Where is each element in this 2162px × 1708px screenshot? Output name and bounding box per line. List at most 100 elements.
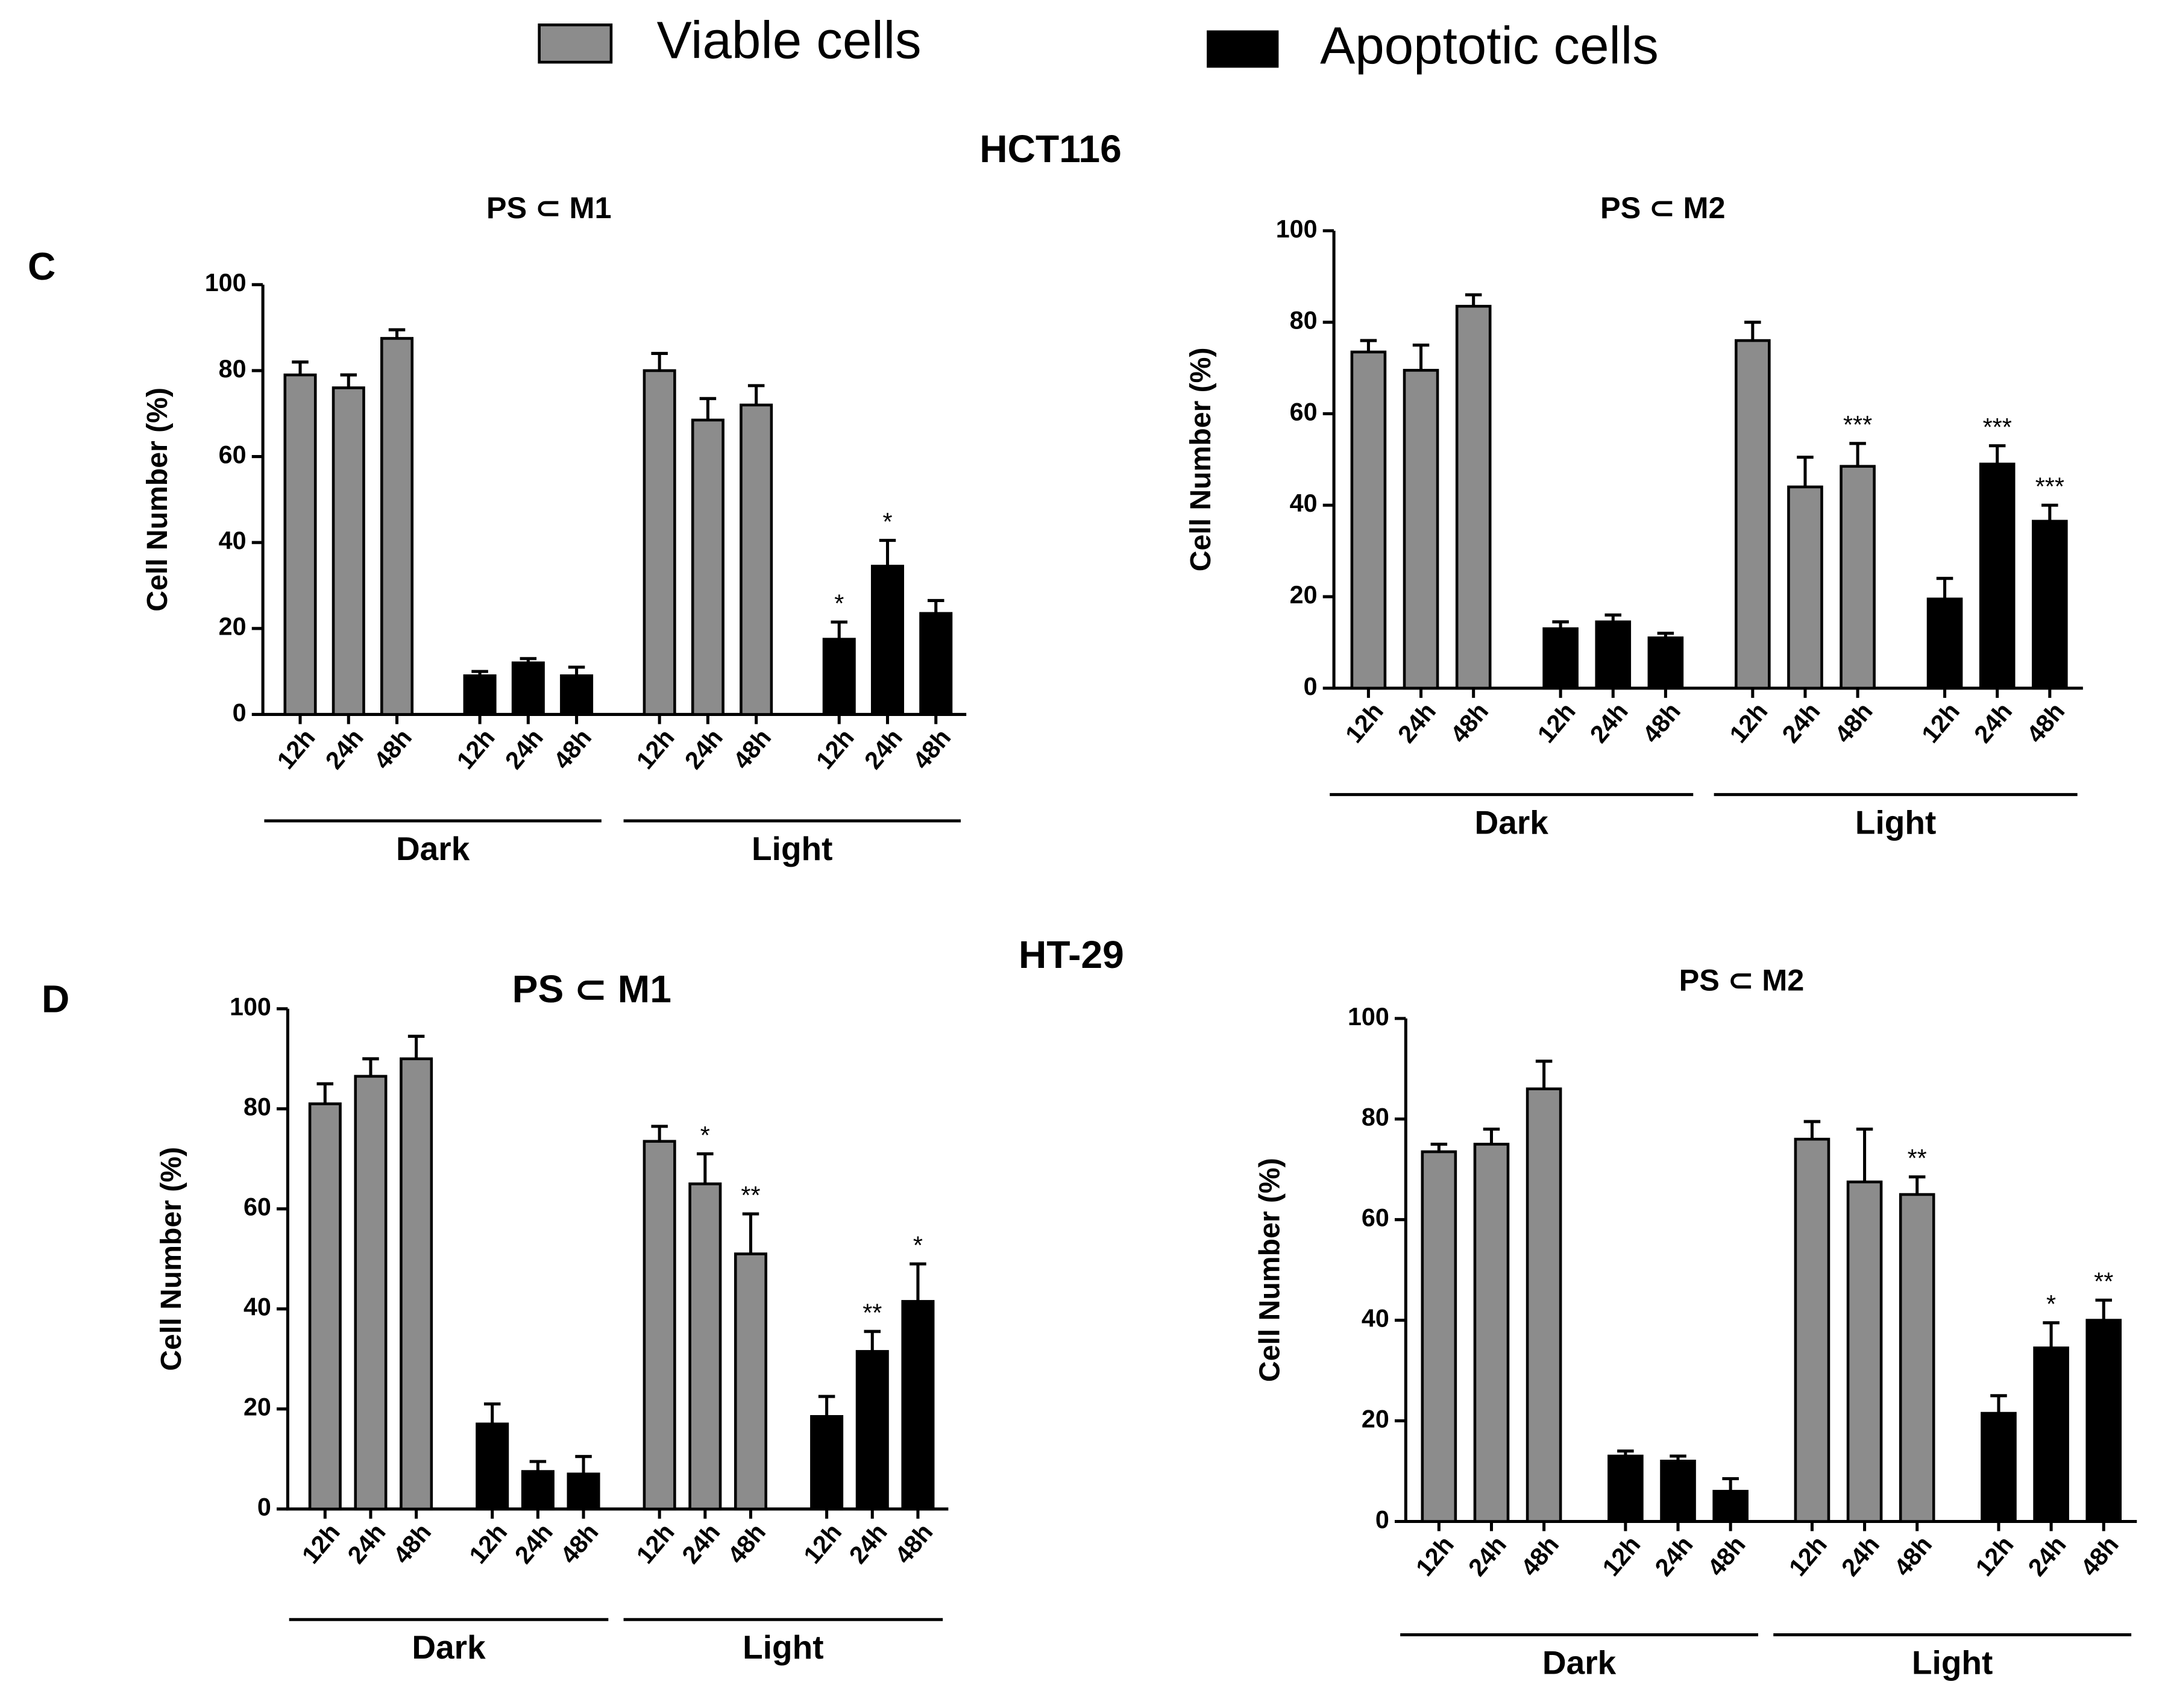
bar [1981,1411,2017,1523]
x-tick-label: 12h [272,724,321,774]
group-label: Dark [1475,803,1549,841]
group-label: Light [1912,1644,1993,1681]
x-tick-label: 12h [811,724,859,774]
x-tick-label: 12h [297,1518,345,1569]
group-label: Light [743,1628,823,1666]
y-tick-label: 100 [205,269,247,297]
significance: ** [741,1182,760,1210]
y-tick-label: 20 [219,613,247,641]
x-tick-label: 12h [464,1518,512,1569]
group-label: Dark [412,1628,486,1666]
x-tick-label: 24h [1836,1531,1885,1581]
significance: * [2046,1290,2056,1318]
x-tick-label: 24h [844,1518,893,1569]
x-tick-label: 12h [451,724,500,774]
x-tick-label: 12h [1783,1531,1832,1581]
y-tick-label: 40 [1362,1305,1389,1333]
x-tick-label: 24h [500,724,548,774]
x-tick-label: 12h [1916,697,1965,748]
y-axis-label: Cell Number (%) [141,388,174,612]
y-tick-label: 0 [1304,673,1318,700]
x-tick-label: 48h [2021,697,2070,748]
x-tick-label: 48h [727,724,776,774]
y-axis-label: Cell Number (%) [155,1147,187,1371]
bar [1647,636,1684,690]
x-tick-label: 24h [859,724,908,774]
significance: * [913,1232,923,1260]
bar [1350,350,1387,690]
y-tick-label: 40 [1290,489,1318,517]
chart-title: PS ⊂ M2 [1679,963,1805,997]
y-axis-label: Cell Number (%) [1184,347,1217,571]
bar [1926,597,1963,690]
bar [354,1075,388,1511]
x-tick-label: 48h [1829,697,1878,748]
bar [810,1414,844,1511]
significance: ** [863,1299,882,1327]
bar [1660,1460,1696,1523]
bar [688,1182,722,1511]
y-tick-label: 60 [1362,1204,1389,1232]
y-tick-label: 40 [244,1293,271,1321]
x-tick-label: 48h [368,724,417,774]
x-tick-label: 24h [1969,697,2017,748]
significance: ** [1908,1144,1927,1172]
x-tick-label: 48h [1888,1531,1937,1581]
bar [1787,485,1823,690]
bar [1595,620,1632,690]
group-label: Dark [1542,1644,1617,1681]
x-tick-label: 12h [1340,697,1389,748]
y-tick-label: 40 [219,527,247,554]
bar [1473,1143,1510,1523]
bar [1403,369,1439,690]
bar [400,1057,433,1511]
x-tick-label: 12h [798,1518,847,1569]
x-tick-label: 12h [1532,697,1581,748]
bar [691,418,724,716]
bar [1455,304,1492,690]
y-tick-label: 80 [244,1093,271,1121]
x-tick-label: 12h [631,1518,680,1569]
bar [283,373,317,716]
panel-label: C [28,245,55,288]
bar [1979,462,2016,690]
section-title: HT-29 [1019,933,1124,976]
significance: *** [1843,411,1872,439]
group-label: Dark [396,830,470,867]
y-tick-label: 0 [257,1493,271,1521]
x-tick-label: 24h [679,724,728,774]
x-tick-label: 12h [631,724,680,774]
x-tick-label: 24h [676,1518,725,1569]
y-tick-label: 100 [230,993,271,1021]
legend-swatch [538,23,613,64]
x-tick-label: 12h [1724,697,1773,748]
y-axis-label: Cell Number (%) [1254,1158,1286,1382]
bar [855,1350,889,1511]
significance: *** [1983,413,2012,441]
x-tick-label: 24h [1585,697,1633,748]
bar [2032,520,2068,690]
section-title: HCT116 [979,127,1121,171]
bar [919,612,953,716]
x-tick-label: 48h [2075,1531,2124,1581]
bar [332,386,365,716]
bar [2033,1346,2069,1523]
y-tick-label: 20 [244,1393,271,1421]
y-tick-label: 0 [233,699,247,726]
bar [643,1140,676,1511]
y-tick-label: 60 [1290,398,1318,425]
y-tick-label: 20 [1290,581,1318,609]
bar [308,1102,342,1511]
x-tick-label: 12h [1970,1531,2019,1581]
bar [643,369,676,716]
chart-title: PS ⊂ M1 [486,190,612,225]
y-tick-label: 20 [1362,1405,1389,1433]
bar [901,1300,935,1511]
y-tick-label: 0 [1375,1505,1389,1533]
x-tick-label: 24h [1392,697,1441,748]
bar [1794,1137,1830,1523]
x-tick-label: 24h [1650,1531,1698,1581]
legend-label: Apoptotic cells [1320,17,1659,75]
x-tick-label: 24h [1463,1531,1512,1581]
significance: * [700,1122,710,1149]
